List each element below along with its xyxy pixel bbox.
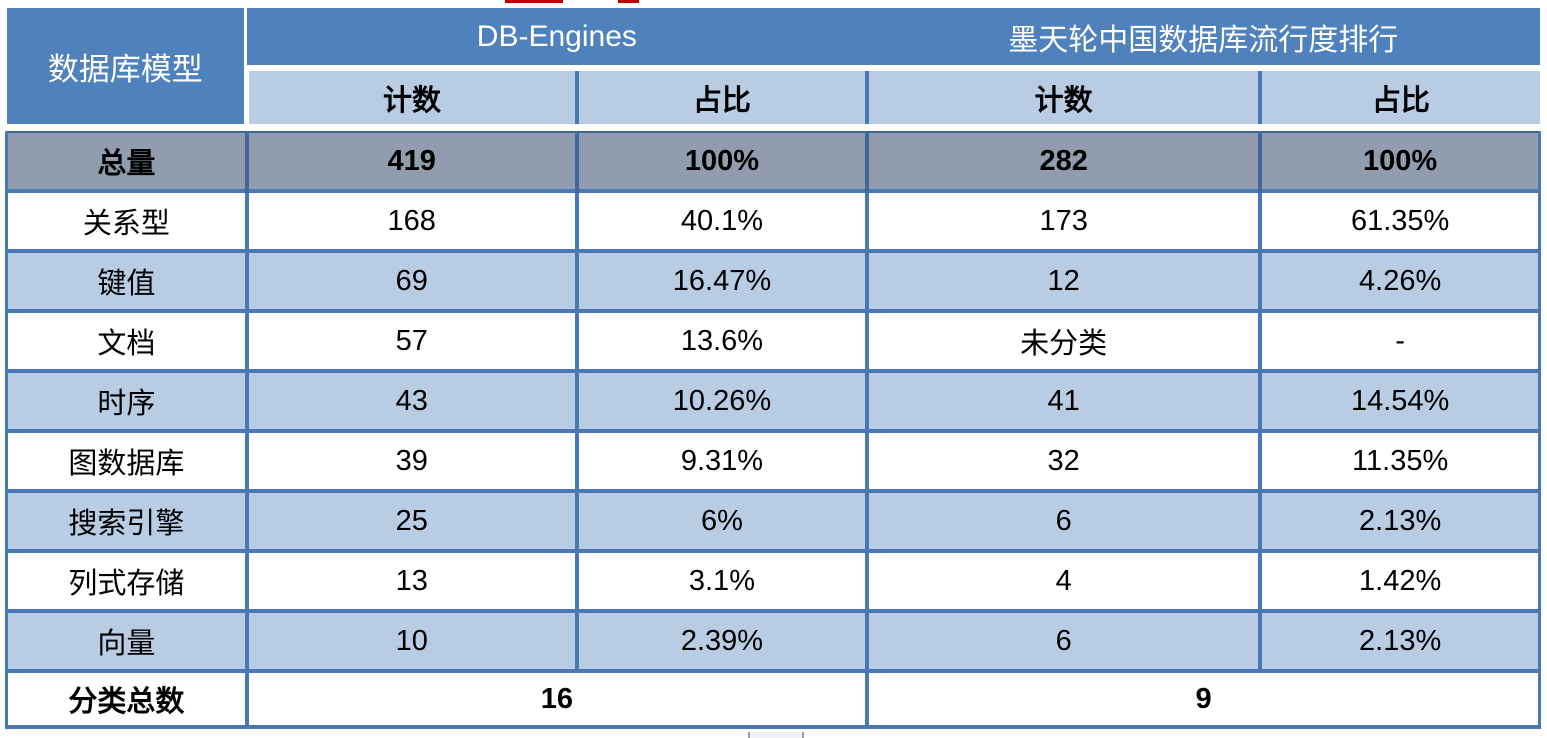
cell-value: - [1258, 309, 1542, 371]
row-label: 时序 [4, 369, 247, 431]
cell-value: 43 [244, 369, 577, 431]
cell-value: 100% [1258, 131, 1542, 191]
cell-value: 40.1% [574, 189, 868, 251]
total-row: 总量 419 100% 282 100% [4, 131, 1542, 191]
cell-value: 9 [865, 669, 1542, 729]
row-label: 图数据库 [4, 429, 247, 491]
row-label: 列式存储 [4, 549, 247, 611]
sub-header-row: 计数 占比 计数 占比 [7, 68, 1540, 124]
cell-value: 13.6% [574, 309, 868, 371]
cell-value: 16.47% [574, 249, 868, 311]
category-total-row: 分类总数 16 9 [4, 669, 1542, 729]
cell-value: 1.42% [1258, 549, 1542, 611]
cell-value: 11.35% [1258, 429, 1542, 491]
row-label: 关系型 [4, 189, 247, 251]
cell-value: 100% [574, 131, 868, 191]
cell-value: 16 [244, 669, 868, 729]
sub-header-share-mtl: 占比 [1258, 68, 1540, 124]
cell-value: 9.31% [574, 429, 868, 491]
sub-header-count-db: 计数 [244, 68, 577, 124]
sub-header-share-db: 占比 [574, 68, 868, 124]
cell-value: 14.54% [1258, 369, 1542, 431]
scrollbar-fragment[interactable] [748, 732, 804, 738]
row-label: 键值 [4, 249, 247, 311]
cell-value: 41 [865, 369, 1261, 431]
cell-value: 3.1% [574, 549, 868, 611]
cell-value: 4 [865, 549, 1261, 611]
cell-value: 6% [574, 489, 868, 551]
row-label: 分类总数 [4, 669, 247, 729]
cell-value: 282 [865, 131, 1261, 191]
cell-value: 39 [244, 429, 577, 491]
cell-value: 57 [244, 309, 577, 371]
group-header-motianlun: 墨天轮中国数据库流行度排行 [867, 8, 1540, 71]
table-row-relational: 关系型 168 40.1% 173 61.35% [4, 189, 1542, 251]
database-model-comparison-table: 数据库模型 DB-Engines 墨天轮中国数据库流行度排行 计数 占比 计数 … [4, 8, 1542, 729]
red-artifact-line-right [618, 0, 639, 3]
cell-value: 6 [865, 489, 1261, 551]
table-row-time-series: 时序 43 10.26% 41 14.54% [4, 369, 1542, 431]
cell-value: 10.26% [574, 369, 868, 431]
cell-value: 173 [865, 189, 1261, 251]
table-row-vector: 向量 10 2.39% 6 2.13% [4, 609, 1542, 671]
cell-value: 25 [244, 489, 577, 551]
cell-value: 12 [865, 249, 1261, 311]
cell-value: 4.26% [1258, 249, 1542, 311]
cell-value: 6 [865, 609, 1261, 671]
cell-value: 13 [244, 549, 577, 611]
red-artifact-line-left [505, 0, 563, 3]
cell-value: 419 [244, 131, 577, 191]
cell-value: 2.39% [574, 609, 868, 671]
table-row-columnar: 列式存储 13 3.1% 4 1.42% [4, 549, 1542, 611]
sub-header-count-mtl: 计数 [865, 68, 1261, 124]
row-label: 总量 [4, 131, 247, 191]
cell-value: 2.13% [1258, 489, 1542, 551]
table-row-key-value: 键值 69 16.47% 12 4.26% [4, 249, 1542, 311]
row-label: 向量 [4, 609, 247, 671]
row-label: 搜索引擎 [4, 489, 247, 551]
cell-value: 10 [244, 609, 577, 671]
table-row-search-engine: 搜索引擎 25 6% 6 2.13% [4, 489, 1542, 551]
cell-value: 2.13% [1258, 609, 1542, 671]
group-header-row: 数据库模型 DB-Engines 墨天轮中国数据库流行度排行 [6, 8, 1540, 124]
cell-value: 32 [865, 429, 1261, 491]
group-header-db-engines: DB-Engines [246, 8, 868, 71]
table-row-graph: 图数据库 39 9.31% 32 11.35% [4, 429, 1542, 491]
cell-value: 未分类 [865, 309, 1261, 371]
cell-value: 61.35% [1258, 189, 1542, 251]
corner-header-cell: 数据库模型 [6, 8, 247, 124]
table-row-document: 文档 57 13.6% 未分类 - [4, 309, 1542, 371]
cell-value: 168 [244, 189, 577, 251]
white-separator-row [6, 124, 1540, 132]
row-label: 文档 [4, 309, 247, 371]
cell-value: 69 [244, 249, 577, 311]
